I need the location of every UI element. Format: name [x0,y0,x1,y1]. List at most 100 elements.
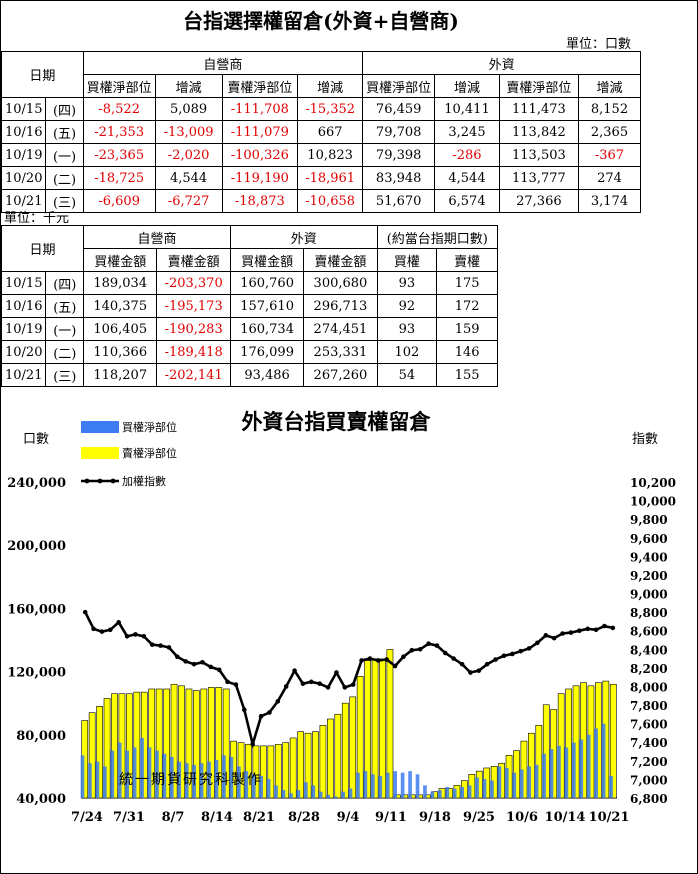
index-point [233,682,239,687]
call-position-bar [318,791,323,798]
x-tick-label: 9/18 [419,810,451,825]
table-cell: 274,451 [303,317,378,341]
index-point [216,667,222,673]
index-point [551,635,557,641]
index-point [242,707,247,713]
table-cell: -18,873 [221,189,299,213]
index-point [250,741,255,747]
x-tick-label: 10/6 [506,810,538,825]
call-position-bar [460,786,464,798]
call-position-bar [356,772,360,798]
put-position-bar [215,687,223,799]
y-axis-title-left: 口數 [23,432,49,447]
put-position-bar [565,688,572,799]
table-cell: 76,459 [362,97,436,121]
call-position-bar [475,777,479,798]
call-position-bar [88,763,92,798]
put-position-bar [260,745,267,799]
index-point [409,647,415,653]
put-position-bar [185,688,193,799]
call-position-bar [214,760,219,798]
table-cell: 93 [376,271,438,295]
call-position-bar [467,785,472,798]
index-point [183,659,188,664]
call-position-bar [341,791,345,798]
put-position-bar [267,745,275,799]
put-position-bar [304,732,312,799]
table-cell: 113,503 [498,143,579,167]
index-point [602,623,607,629]
row-weekday: (二) [45,166,84,190]
x-tick-label: 9/11 [375,810,407,825]
watermark-text: 統一期貨研究科製作 [119,772,263,788]
table-cell: 79,398 [362,143,436,167]
table-cell: 175 [436,271,498,295]
put-position-bar [297,731,304,799]
call-position-bar [393,771,397,798]
call-position-bar [542,753,546,798]
put-position-bar [289,737,297,799]
legend-marker-index [97,478,103,484]
y-tick-label-right: 7,200 [630,755,668,769]
x-tick-label: 7/24 [71,810,103,825]
index-point [283,684,289,689]
put-position-bar [111,693,118,799]
table-cell: 110,366 [83,340,158,364]
column-header: 賣權淨部位 [221,74,299,98]
table-cell: 3,174 [577,189,642,213]
y-tick-label-right: 6,800 [630,792,668,806]
index-point [91,626,96,632]
column-header: 買權 [376,248,438,272]
legend-label-call: 買權淨部位 [122,420,177,434]
y-tick-label-right: 8,200 [630,662,668,676]
y-tick-label-right: 9,000 [630,588,668,602]
table-cell: 10,823 [297,143,364,167]
table-cell: 3,245 [434,120,500,144]
put-position-bar [572,685,580,799]
call-position-bar [579,739,584,798]
y-tick-label-right: 7,000 [630,773,668,787]
index-point [334,670,339,675]
call-position-bar [274,785,278,798]
index-point [610,625,616,631]
column-header: 買權金額 [229,248,305,272]
table-cell: -119,190 [221,166,299,190]
index-point [560,631,565,636]
table-cell: 51,670 [362,189,436,213]
call-position-bar [512,772,517,798]
call-position-bar [80,755,85,798]
index-point [535,640,540,646]
y-tick-label-right: 8,600 [630,625,668,639]
table-cell: -203,370 [156,271,231,295]
index-point [468,670,473,675]
put-position-bar [327,718,334,799]
index-point [426,641,431,647]
index-point [359,658,364,663]
y-tick-label-right: 8,000 [630,680,668,694]
index-point [501,653,507,659]
call-position-bar [110,750,115,798]
index-point [292,668,297,673]
put-position-bar [282,742,290,799]
table-row: 10/16 (五) 140,375 -195,173 157,610 296,713 92 1… [1,294,498,318]
y-tick-label-left: 240,000 [7,476,66,491]
column-header: 賣權金額 [303,248,378,272]
put-position-bar [126,693,133,799]
page-title: 台指選擇權留倉(外資+自營商) [183,9,459,33]
call-position-bar [430,791,435,798]
table-cell: 159 [436,317,498,341]
call-position-bar [445,786,450,798]
table-cell: -111,079 [221,120,299,144]
put-position-bar [542,704,550,799]
index-point [141,633,147,639]
call-position-bar [304,782,308,798]
table-cell: -6,727 [154,189,223,213]
index-point [518,648,523,654]
call-position-bar [415,774,420,798]
put-position-bar [609,683,617,799]
index-point [258,713,264,719]
x-tick-label: 8/7 [162,810,185,825]
call-position-bar [564,747,569,798]
put-position-bar [200,688,208,799]
put-position-bar [356,676,364,799]
